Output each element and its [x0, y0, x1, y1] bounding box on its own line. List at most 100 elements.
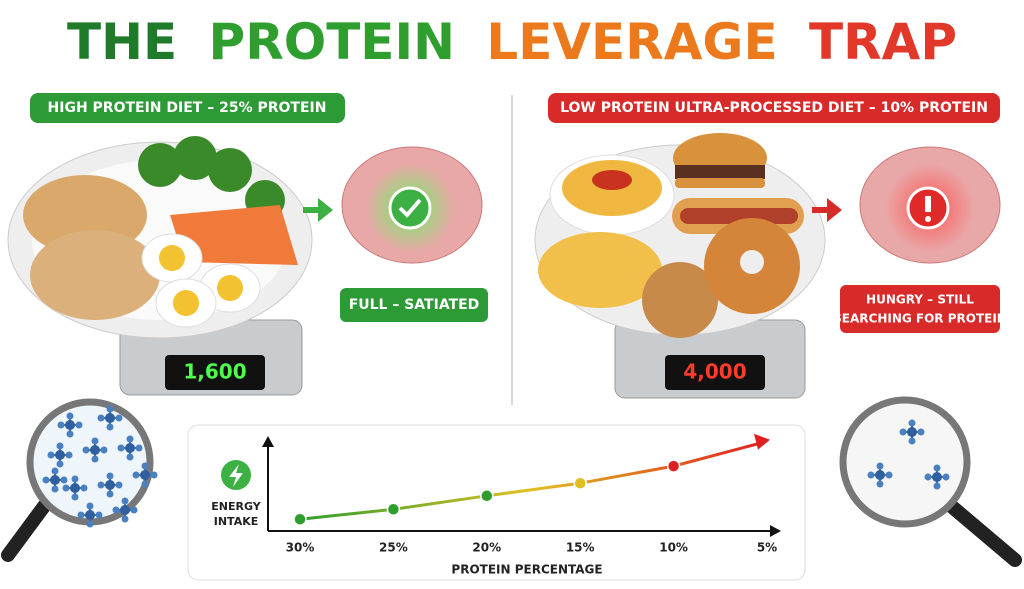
molecule-atom	[917, 428, 925, 436]
molecule-atom	[105, 413, 115, 423]
status-pill	[340, 288, 488, 322]
alert-mark	[925, 216, 931, 222]
molecule-atom	[908, 419, 916, 427]
molecule-atom	[91, 455, 99, 463]
molecule-atom	[106, 472, 114, 480]
y-axis-label: INTAKE	[214, 515, 259, 528]
label-pill	[548, 93, 1000, 123]
arrow-head	[754, 433, 770, 450]
molecule-atom	[95, 511, 103, 519]
molecule-atom	[885, 471, 893, 479]
magnifier	[839, 396, 971, 528]
molecule-atom	[876, 462, 884, 470]
data-point	[480, 489, 494, 503]
molecule-atom	[942, 473, 950, 481]
molecule-atom	[908, 437, 916, 445]
molecule-atom	[47, 451, 55, 459]
molecule-atom	[85, 510, 95, 520]
title: THE PROTEIN LEVERAGE TRAP	[67, 13, 957, 71]
molecule-atom	[51, 467, 59, 475]
molecule-atom	[86, 502, 94, 510]
molecule-atom	[899, 428, 907, 436]
molecule-atom	[924, 473, 932, 481]
molecule-atom	[140, 470, 150, 480]
cookie	[642, 262, 718, 338]
magnifier-handle	[943, 498, 1022, 567]
molecule-atom	[60, 476, 68, 484]
panel-label: LOW PROTEIN ULTRA-PROCESSED DIET – 10% P…	[560, 100, 988, 116]
title-word: LEVERAGE	[486, 13, 777, 71]
data-point	[386, 502, 401, 517]
molecule-atom	[66, 412, 74, 420]
molecule-atom	[106, 490, 114, 498]
molecule-atom	[82, 446, 90, 454]
molecule-atom	[867, 471, 875, 479]
magnifier-handle	[1, 498, 52, 562]
plot: 30% 25% 20% 15% 10% 5%	[286, 433, 777, 555]
y-axis-label: ENERGY	[211, 500, 261, 513]
scale-display	[665, 355, 765, 390]
status-text: FULL – SATIATED	[349, 297, 480, 313]
molecule-atom	[130, 506, 138, 514]
trend-line	[299, 441, 763, 521]
molecule-atom	[933, 464, 941, 472]
molecule-atom	[120, 505, 130, 515]
arrow	[303, 198, 333, 222]
molecule-atom	[106, 423, 114, 431]
x-tick-label: 25%	[379, 541, 408, 555]
x-axis-label: PROTEIN PERCENTAGE	[451, 563, 602, 577]
molecule-atom	[97, 414, 105, 422]
x-tick-label: 30%	[286, 541, 315, 555]
sauce	[592, 170, 632, 190]
panel-label: HIGH PROTEIN DIET – 25% PROTEIN	[48, 100, 327, 116]
molecule-atom	[56, 442, 64, 450]
salmon	[170, 205, 298, 265]
data-point	[666, 459, 681, 473]
molecule-atom	[907, 427, 917, 437]
molecule-atom	[132, 471, 140, 479]
molecule-atom	[100, 446, 108, 454]
molecule-atom	[115, 414, 123, 422]
x-tick-label: 5%	[757, 541, 777, 555]
x-tick-label: 20%	[472, 541, 501, 555]
alert-mark	[925, 196, 931, 212]
check-mark	[398, 198, 422, 218]
x-tick-label: 15%	[566, 541, 595, 555]
title-word: PROTEIN	[209, 13, 455, 71]
molecule-atom	[65, 420, 75, 430]
molecule-atom	[57, 421, 65, 429]
molecule-atom	[90, 445, 100, 455]
scale-reading: 1,600	[183, 360, 246, 384]
molecule-atom	[126, 435, 134, 443]
molecule-atom	[933, 482, 941, 490]
molecule-atom	[105, 480, 115, 490]
molecules	[42, 405, 950, 528]
molecule-atom	[875, 470, 885, 480]
chips	[538, 232, 662, 308]
x-tick-label: 10%	[659, 541, 688, 555]
status-text: HUNGRY – STILL	[866, 293, 974, 307]
chart-panel	[187, 424, 806, 581]
energy-bolt	[229, 464, 243, 487]
molecule-atom	[50, 475, 60, 485]
molecule-atom	[77, 511, 85, 519]
molecule-atom	[126, 453, 134, 461]
molecule-atom	[62, 484, 70, 492]
molecule-atom	[135, 444, 143, 452]
molecule-atom	[86, 520, 94, 528]
molecule-atom	[106, 405, 114, 413]
eggs	[141, 233, 261, 328]
molecule-atom	[56, 460, 64, 468]
scale-display	[165, 355, 265, 390]
molecule-atom	[66, 430, 74, 438]
molecule-atom	[55, 450, 65, 460]
molecule-atom	[121, 497, 129, 505]
arrow	[812, 198, 842, 222]
scale-reading: 4,000	[683, 360, 746, 384]
axis-arrow	[262, 436, 274, 447]
molecule-atom	[65, 451, 73, 459]
molecule-atom	[121, 515, 129, 523]
data-point	[573, 476, 587, 490]
